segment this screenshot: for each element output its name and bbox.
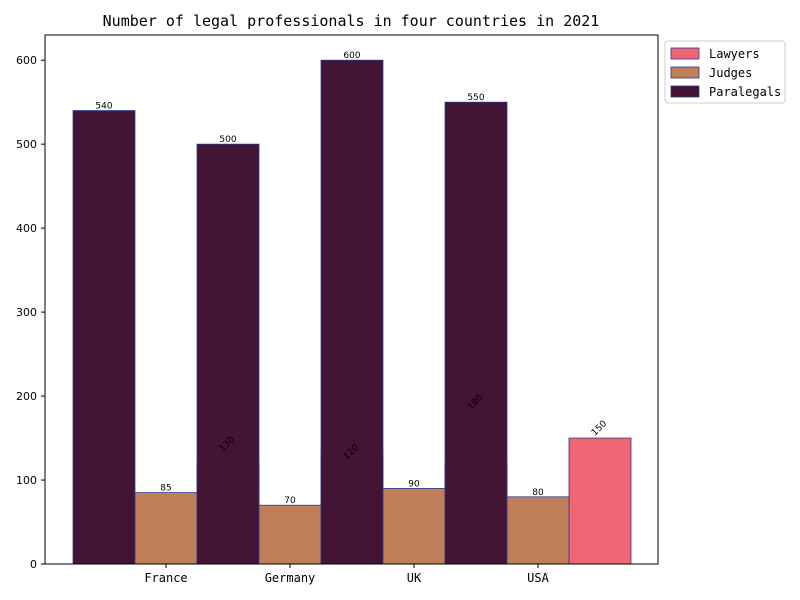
value-label-judges-uk: 90 [408,479,420,489]
bar-judges-uk [382,488,446,565]
legend-label-lawyers: Lawyers [709,47,760,61]
legend: Lawyers Judges Paralegals [664,40,786,104]
value-label-judges-germany: 70 [284,496,296,506]
value-label-lawyers-3: 150 [590,419,609,438]
legend-swatch-lawyers [670,47,700,60]
x-tick-label-france: France [144,571,187,585]
value-label-paralegals-uk: 600 [343,51,360,61]
legend-label-paralegals: Paralegals [709,85,781,99]
chart-title: Number of legal professionals in four co… [103,12,600,30]
x-tick-label-germany: Germany [265,571,316,585]
bar-paralegals-usa [444,101,508,565]
bar-judges-france [134,492,198,565]
legend-swatch-judges [670,66,700,79]
legend-swatch-paralegals [670,85,700,98]
x-tick-label-usa: USA [527,571,549,585]
y-tick-label: 0 [30,558,37,571]
plot-frame [44,34,659,565]
value-label-judges-france: 85 [160,484,171,494]
y-tick-label: 100 [16,474,37,487]
bar-lawyers-usa [568,437,632,565]
y-tick-label: 300 [16,306,37,319]
bar-judges-germany [258,504,322,565]
x-tick-label-uk: UK [407,571,422,585]
y-tick-label: 500 [16,138,37,151]
bar-paralegals-germany [196,143,260,565]
bar-paralegals-france [72,110,136,565]
axes: 0 100 200 300 400 500 600 France Germany UK USA [16,34,659,585]
bar-paralegals-uk [320,59,384,565]
legend-label-judges: Judges [709,66,752,80]
y-tick-label: 600 [16,54,37,67]
value-label-paralegals-germany: 500 [219,135,236,145]
bar-judges-usa [506,496,570,565]
y-tick-label: 400 [16,222,37,235]
y-tick-label: 200 [16,390,37,403]
value-label-judges-usa: 80 [532,488,544,498]
value-label-paralegals-france: 540 [95,102,112,112]
value-label-paralegals-usa: 550 [467,93,484,103]
